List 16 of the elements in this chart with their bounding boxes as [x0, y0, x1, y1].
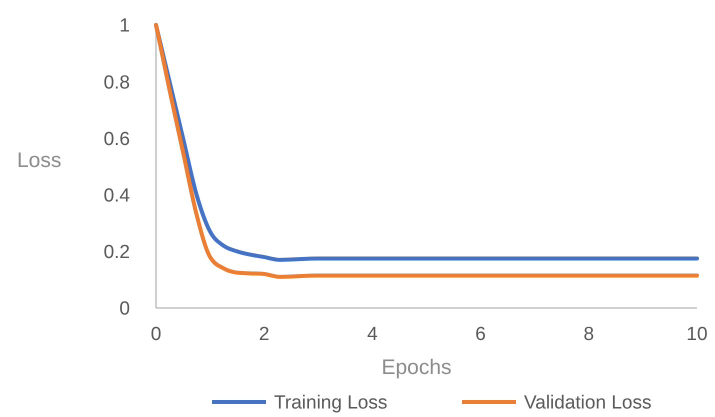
- y-tick-label: 0.4: [104, 185, 130, 206]
- x-axis-title: Epochs: [381, 356, 452, 379]
- y-tick-label: 0.2: [104, 242, 130, 264]
- legend-label: Training Loss: [274, 392, 388, 414]
- x-tick-label: 0: [150, 324, 162, 345]
- y-tick-label: 0.6: [104, 128, 130, 150]
- x-tick-label: 2: [258, 324, 270, 345]
- legend-label: Validation Loss: [524, 392, 652, 414]
- x-tick-label: 4: [367, 324, 378, 345]
- y-tick-label: 0.8: [104, 72, 130, 94]
- x-tick-label: 6: [475, 324, 486, 345]
- y-tick-label: 0: [119, 298, 130, 320]
- x-tick-label: 10: [686, 324, 708, 345]
- y-axis-title: Loss: [17, 149, 62, 172]
- y-tick-label: 1: [119, 16, 130, 37]
- x-tick-label: 8: [584, 324, 594, 345]
